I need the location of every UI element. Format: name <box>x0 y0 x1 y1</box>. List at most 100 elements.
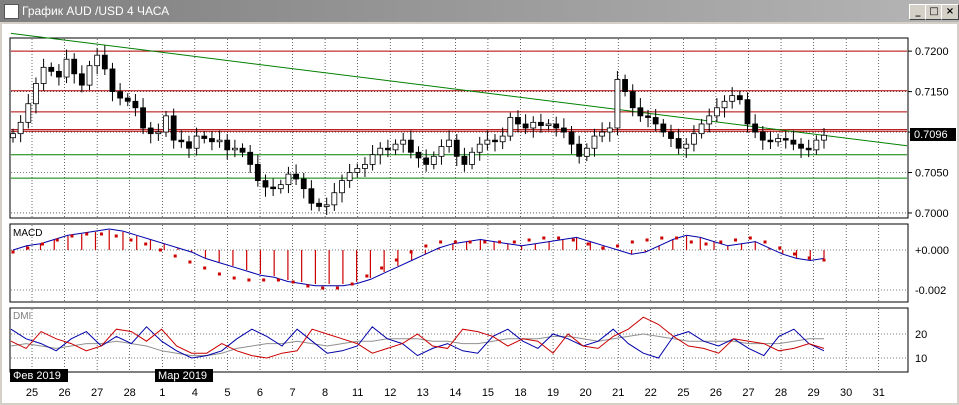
bull-candle-body <box>400 139 407 145</box>
close-button[interactable]: × <box>941 4 959 20</box>
date-tick-label: 7 <box>289 387 295 399</box>
bear-candle-body <box>308 188 315 204</box>
date-tick-label: 25 <box>677 387 689 399</box>
macd-signal-dot <box>129 238 133 242</box>
date-tick-label: 4 <box>192 387 198 399</box>
macd-label: MACD <box>13 228 42 239</box>
bear-candle-body <box>186 141 192 149</box>
bear-candle-body <box>132 100 139 109</box>
bull-candle-body <box>469 151 475 165</box>
date-tick-label: 31 <box>873 387 885 399</box>
macd-panel-frame <box>9 223 909 303</box>
bull-candle-body <box>683 143 690 149</box>
date-tick-label: 18 <box>514 387 526 399</box>
date-tick-label: 8 <box>322 387 328 399</box>
macd-signal-dot <box>498 240 502 244</box>
bull-candle-body <box>339 180 345 194</box>
minus-di-line <box>10 326 825 359</box>
dmi-tick-label: 20 <box>915 329 927 341</box>
bull-candle-body <box>63 58 70 78</box>
bear-candle-body <box>56 70 62 78</box>
plus-di-line <box>10 316 825 359</box>
bear-candle-body <box>78 73 85 86</box>
bear-candle-body <box>645 115 651 118</box>
macd-signal-dot <box>335 286 339 290</box>
bear-candle-body <box>560 127 567 133</box>
month-label-mar: Мар 2019 <box>158 370 207 382</box>
macd-signal-dot <box>232 276 236 280</box>
bull-candle-body <box>813 139 820 151</box>
bull-candle-body <box>545 123 552 126</box>
date-tick-label: 20 <box>580 387 592 399</box>
dmi-lines <box>10 316 825 359</box>
bull-candle-body <box>163 115 169 133</box>
bull-candle-body <box>606 127 613 133</box>
bear-candle-body <box>209 138 215 143</box>
bull-candle-body <box>583 147 590 157</box>
macd-signal-dot <box>247 278 251 282</box>
macd-signal-dot <box>144 242 148 246</box>
bull-candle-body <box>216 139 223 143</box>
dmi-panel-frame <box>9 307 909 373</box>
month-label-feb-box <box>10 369 68 382</box>
chart-app-icon <box>4 4 19 19</box>
bull-candle-body <box>438 146 445 157</box>
bull-candle-body <box>369 154 376 165</box>
dmi-label: DMI <box>13 311 31 322</box>
date-tick-label: 11 <box>352 387 363 399</box>
bull-candle-body <box>86 65 93 86</box>
bull-candle-body <box>721 100 728 109</box>
date-tick-label: 26 <box>58 387 70 399</box>
bull-candle-body <box>193 135 200 149</box>
bull-candle-body <box>691 133 697 145</box>
bull-candle-body <box>354 168 361 173</box>
date-tick-label: 12 <box>384 387 396 399</box>
macd-signal-dot <box>306 284 310 288</box>
price-tick-label: 0.7200 <box>915 46 949 58</box>
macd-tick-label: -0.002 <box>915 285 946 297</box>
month-label-mar-box <box>155 369 213 382</box>
window-titlebar: График AUD /USD 4 ЧАСА _ □ × <box>0 0 959 22</box>
bear-candle-body <box>140 107 146 129</box>
date-tick-label: 27 <box>91 387 103 399</box>
bear-candle-body <box>798 143 804 149</box>
bull-candle-body <box>277 184 284 190</box>
price-panel-frame <box>9 37 909 219</box>
macd-signal-dot <box>468 240 472 244</box>
bear-candle-body <box>790 139 797 145</box>
date-tick-label: 6 <box>257 387 263 399</box>
bull-candle-body <box>591 135 598 149</box>
macd-signal-dot <box>601 246 605 250</box>
macd-signal-dot <box>586 242 590 246</box>
bull-candle-body <box>94 54 101 67</box>
macd-signal-dot <box>173 254 177 258</box>
bear-candle-body <box>675 138 682 149</box>
bull-candle-body <box>285 173 292 186</box>
date-tick-label: 13 <box>417 387 429 399</box>
macd-signal-dot <box>616 244 620 248</box>
macd-signal-dot <box>719 240 723 244</box>
macd-signal-dot <box>40 242 44 246</box>
macd-signal-dot <box>807 256 811 260</box>
bear-candle-body <box>71 58 78 75</box>
bull-candle-body <box>25 103 32 123</box>
macd-signal-dot <box>512 240 516 244</box>
bull-candle-body <box>430 155 437 165</box>
macd-signal-dot <box>424 244 428 248</box>
macd-signal-dot <box>793 252 797 256</box>
bear-candle-body <box>622 79 628 92</box>
macd-tick-label: +0.000 <box>915 245 949 257</box>
bear-candle-body <box>515 117 521 125</box>
date-tick-label: 25 <box>26 387 38 399</box>
bear-candle-body <box>415 151 422 159</box>
macd-signal-dot <box>409 250 413 254</box>
date-tick-label: 26 <box>710 387 722 399</box>
macd-signal-dot <box>114 234 118 238</box>
bull-candle-body <box>323 204 330 207</box>
macd-signal-dot <box>394 258 398 262</box>
bear-candle-body <box>576 143 583 157</box>
macd-signal-dot <box>70 234 74 238</box>
